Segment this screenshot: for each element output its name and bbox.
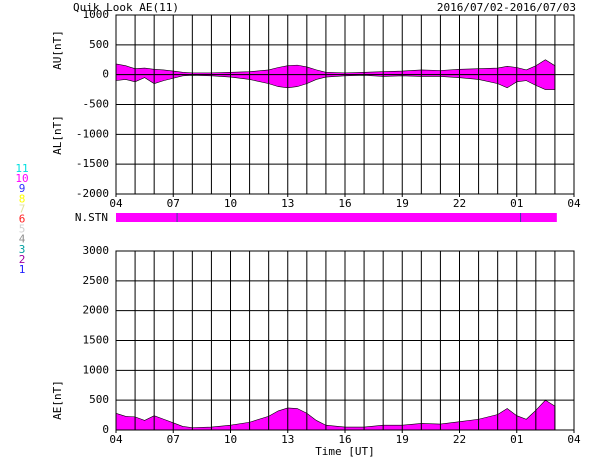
x-tick-label: 22 <box>453 197 466 210</box>
y-tick-label: 500 <box>89 393 109 406</box>
station-label: 9 <box>19 182 26 195</box>
y-tick-label: -500 <box>83 98 110 111</box>
station-bar <box>116 213 557 222</box>
area <box>115 399 556 431</box>
area <box>115 59 556 75</box>
station-bar-label: N.STN <box>75 211 108 224</box>
station-label: 7 <box>19 202 26 215</box>
x-tick-label: 04 <box>109 433 123 446</box>
station-label: 8 <box>19 192 26 205</box>
y-tick-label: 3000 <box>83 244 110 257</box>
y-axis-label: AE[nT] <box>51 380 64 420</box>
x-tick-label: 07 <box>167 433 180 446</box>
x-axis-label: Time [UT] <box>315 445 375 458</box>
station-label: 5 <box>19 223 26 236</box>
x-tick-label: 13 <box>281 433 294 446</box>
x-tick-label: 13 <box>281 197 294 210</box>
x-tick-label: 16 <box>338 197 351 210</box>
x-tick-label: 04 <box>109 197 123 210</box>
x-tick-label: 04 <box>567 197 581 210</box>
station-label: 6 <box>19 213 26 226</box>
y-tick-label: -1000 <box>76 127 109 140</box>
y-tick-label: 1000 <box>83 363 110 376</box>
date-range: 2016/07/02-2016/07/03 <box>437 1 576 14</box>
y-tick-label: 2000 <box>83 304 110 317</box>
x-tick-label: 22 <box>453 433 466 446</box>
station-label: 3 <box>19 243 26 256</box>
x-tick-label: 01 <box>510 433 523 446</box>
y-tick-label: 2500 <box>83 274 110 287</box>
y-tick-label: 1500 <box>83 334 110 347</box>
x-tick-label: 07 <box>167 197 180 210</box>
y-tick-label: 1000 <box>83 8 110 21</box>
y-axis-label: AL[nT] <box>51 115 64 155</box>
x-tick-label: 01 <box>510 197 523 210</box>
area <box>115 74 556 90</box>
chart-title: Quik Look AE(11) <box>73 1 179 14</box>
x-tick-label: 10 <box>224 433 237 446</box>
y-tick-label: 0 <box>102 68 109 81</box>
x-tick-label: 16 <box>338 433 351 446</box>
station-label: 10 <box>15 172 28 185</box>
y-axis-label: AU[nT] <box>51 30 64 70</box>
x-tick-label: 19 <box>396 433 409 446</box>
station-label: 4 <box>19 233 26 246</box>
x-tick-label: 19 <box>396 197 409 210</box>
station-label: 1 <box>19 263 26 276</box>
station-label: 2 <box>19 253 26 266</box>
x-tick-label: 10 <box>224 197 237 210</box>
y-tick-label: 0 <box>102 423 109 436</box>
station-label: 11 <box>15 162 28 175</box>
x-tick-label: 04 <box>567 433 581 446</box>
y-tick-label: 500 <box>89 38 109 51</box>
plot-frame <box>115 14 575 195</box>
plot-frame <box>115 250 575 431</box>
y-tick-label: -2000 <box>76 187 109 200</box>
y-tick-label: -1500 <box>76 157 109 170</box>
